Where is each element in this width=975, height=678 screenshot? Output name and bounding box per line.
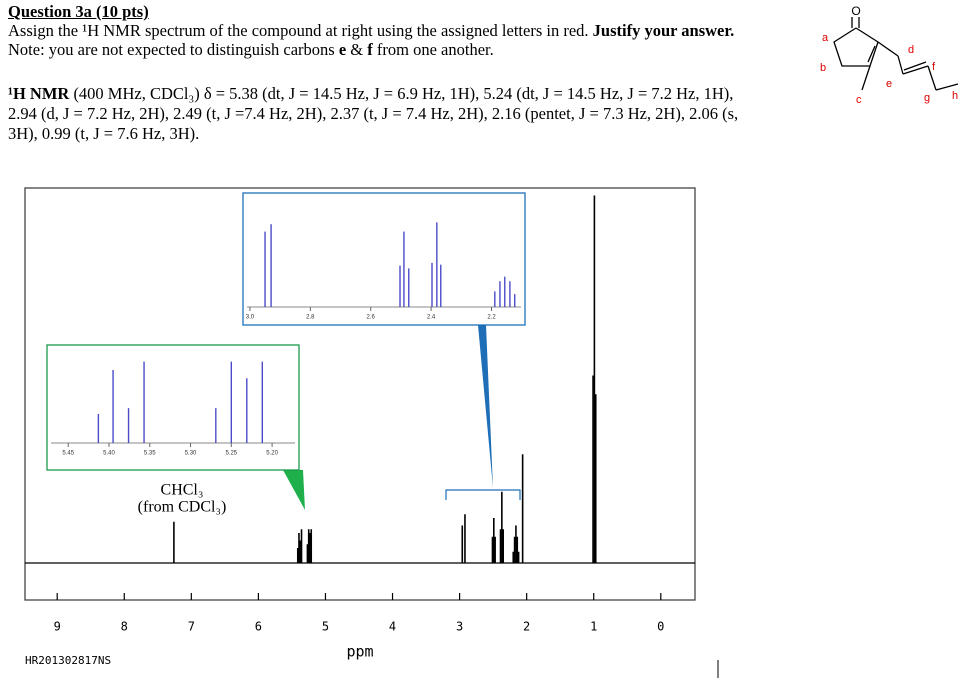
nmr-label: ¹H NMR [8, 84, 70, 103]
x-tick-label: 2.4 [427, 315, 436, 321]
bond [897, 55, 904, 75]
note-text: from one another. [372, 40, 494, 59]
x-tick-label: 4 [389, 620, 396, 634]
spectrum-frame [24, 187, 696, 601]
instruction-text: Assign the ¹H NMR spectrum of the compou… [8, 21, 593, 40]
bond [867, 45, 876, 63]
x-tick-label: 9 [54, 620, 61, 634]
note-text: & [346, 40, 368, 59]
nmr-text: (400 MHz, CDCl₃) δ = 5.38 (dt, J = 14.5 … [69, 84, 734, 103]
x-tick-label: 8 [121, 620, 128, 634]
note-bold: f [367, 40, 373, 59]
x-tick-label: 5.45 [62, 451, 74, 457]
note: Note: you are not expected to distinguis… [8, 40, 494, 60]
x-tick-label: 6 [255, 620, 262, 634]
nmr-line: 3H), 0.99 (t, J = 7.6 Hz, 3H). [8, 124, 200, 143]
x-tick-label: 2.2 [487, 315, 496, 321]
carbon-label: e [886, 78, 892, 90]
x-tick-label: 3 [456, 620, 463, 634]
heading: Question 3a (10 pts) [8, 2, 149, 21]
bond [902, 65, 929, 75]
bond [935, 83, 959, 91]
bond [903, 61, 927, 71]
structure-labels: O a b c d e f g h [820, 4, 958, 106]
pointer [478, 325, 493, 488]
bracket [445, 489, 521, 500]
inset-frame [242, 192, 526, 326]
x-tick-label: 2.8 [306, 315, 315, 321]
bond [877, 41, 899, 57]
carbon-label: b [820, 62, 826, 74]
carbon-label: g [924, 92, 930, 104]
x-axis-label: ppm [346, 643, 373, 661]
instruction-bold: Justify your answer. [592, 21, 735, 40]
carbon-label: a [822, 32, 829, 44]
atom: O [851, 4, 860, 18]
carbon-label: c [856, 94, 862, 106]
inset-frame [46, 344, 300, 471]
x-tick-label: 2 [523, 620, 530, 634]
instruction: Assign the ¹H NMR spectrum of the compou… [8, 21, 734, 41]
pointer [283, 470, 305, 510]
x-tick-label: 5.25 [225, 451, 237, 457]
x-tick-label: 2.6 [367, 315, 376, 321]
structure [833, 17, 959, 91]
annotation: (from CDCl₃) [138, 499, 227, 516]
ring [833, 27, 879, 67]
nmr-line: ¹H NMR (400 MHz, CDCl₃) δ = 5.38 (dt, J … [8, 84, 733, 104]
note-bold: e [338, 40, 347, 59]
x-tick-label: 5.20 [266, 451, 278, 457]
carbon-label: d [908, 44, 914, 56]
x-tick-label: 5.35 [144, 451, 156, 457]
note-text: Note: you are not expected to distinguis… [8, 40, 339, 59]
bond [861, 65, 871, 91]
x-tick-label: 7 [188, 620, 195, 634]
carbon-label: f [932, 61, 936, 73]
x-tick-label: 1 [590, 620, 597, 634]
x-tick-label: 5.30 [185, 451, 197, 457]
x-tick-label: 3.0 [246, 315, 255, 321]
footer: HR201302817NS [25, 654, 111, 667]
x-tick-label: 5 [322, 620, 329, 634]
x-tick-label: 0 [657, 620, 664, 634]
carbon-label: h [952, 90, 958, 102]
nmr-line: 2.94 (d, J = 7.2 Hz, 2H), 2.49 (t, J =7.… [8, 104, 739, 123]
x-tick-label: 5.40 [103, 451, 115, 457]
annotation: CHCl₃ [161, 482, 204, 499]
bond [927, 65, 937, 91]
